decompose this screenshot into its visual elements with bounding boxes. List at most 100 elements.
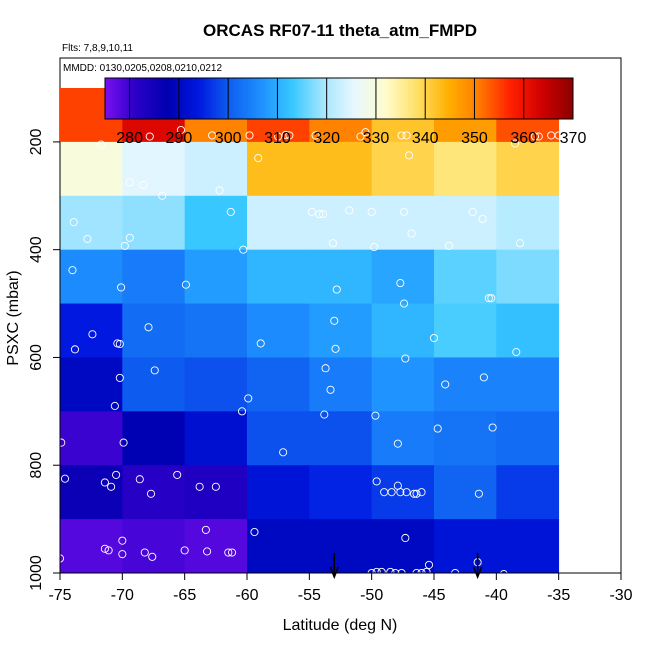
heatmap-cell <box>371 411 435 466</box>
heatmap-cell <box>184 249 248 304</box>
observation-point <box>281 130 290 139</box>
x-axis: -75 -70 -65 -60 -55 -50 -45 -40 -35 -30 <box>48 572 633 604</box>
colorbar-swatch <box>122 78 126 119</box>
observation-point <box>402 131 411 140</box>
colorbar-tick-label: 280 <box>116 130 143 147</box>
colorbar-swatch <box>558 78 562 119</box>
observation-point <box>239 245 248 254</box>
colorbar-swatch <box>203 78 207 119</box>
colorbar-swatch <box>112 78 116 119</box>
observation-point <box>107 482 116 491</box>
heatmap-cell <box>434 249 497 304</box>
colorbar-swatch <box>528 78 532 119</box>
heatmap-cell <box>496 465 560 520</box>
colorbar-tick-label: 310 <box>264 130 291 147</box>
observation-point <box>60 474 70 483</box>
colorbar-swatch <box>119 78 123 119</box>
observation-point <box>433 424 442 433</box>
x-tick-label: -60 <box>235 587 258 604</box>
observation-point <box>510 139 520 148</box>
colorbar-swatch <box>538 78 542 119</box>
observation-point <box>377 567 386 576</box>
colorbar-swatch <box>555 78 559 119</box>
colorbar-swatch <box>316 78 320 119</box>
colorbar-swatch <box>375 78 379 119</box>
colorbar-swatch <box>351 78 355 119</box>
colorbar-swatch <box>462 78 466 119</box>
surface-arrow <box>472 553 483 580</box>
observation-point <box>330 316 339 325</box>
colorbar-swatch <box>390 78 394 119</box>
colorbar-swatch <box>270 78 273 119</box>
colorbar-swatch <box>378 78 382 119</box>
colorbar-swatch <box>289 78 293 119</box>
colorbar-swatch <box>452 78 456 119</box>
observation-point <box>393 439 402 448</box>
colorbar-swatch <box>398 78 402 119</box>
colorbar-swatch <box>508 78 512 119</box>
observation-point <box>371 411 380 420</box>
colorbar-swatch <box>105 78 108 119</box>
colorbar-swatch <box>336 78 340 119</box>
observation-point <box>397 131 406 140</box>
colorbar-swatch <box>568 78 572 119</box>
heatmap-cell <box>184 195 248 251</box>
colorbar-swatch <box>201 78 205 119</box>
observation-point <box>173 470 182 479</box>
colorbar-tick-label: 290 <box>166 130 193 147</box>
colorbar-swatch <box>479 78 483 119</box>
colorbar-swatch <box>265 78 269 119</box>
colorbar-swatch <box>247 78 251 119</box>
colorbar <box>104 77 574 120</box>
colorbar-swatch <box>245 78 249 119</box>
observation-point <box>135 475 144 484</box>
observation-point <box>118 536 127 545</box>
heatmap-cell <box>309 141 373 197</box>
colorbar-swatch <box>543 78 547 119</box>
colorbar-swatch <box>511 78 515 119</box>
observation-point <box>180 546 189 555</box>
colorbar-swatch <box>238 78 241 119</box>
observation-point <box>405 151 414 160</box>
colorbar-swatch <box>186 78 190 119</box>
heatmap-cell <box>122 465 186 520</box>
observation-point <box>410 489 419 498</box>
observation-point <box>396 488 405 497</box>
observation-point <box>144 323 153 332</box>
colorbar-swatch <box>198 78 202 119</box>
observation-point <box>125 178 134 187</box>
colorbar-swatch <box>388 78 392 119</box>
observation-point <box>158 191 167 200</box>
colorbar-swatch <box>117 78 121 119</box>
colorbar-swatch <box>523 78 527 119</box>
colorbar-swatch <box>107 78 111 119</box>
colorbar-swatch <box>169 78 173 119</box>
heatmap-cell <box>184 465 248 520</box>
colorbar-swatch <box>484 78 488 119</box>
heatmap-cell <box>247 357 310 412</box>
colorbar-swatch <box>233 78 237 119</box>
x-tick-label: -35 <box>547 587 570 604</box>
heatmap-cell <box>247 249 310 304</box>
heatmap-cell <box>434 141 497 197</box>
heatmap-cell <box>122 195 186 251</box>
colorbar-swatch <box>383 78 387 119</box>
observation-point <box>401 533 410 543</box>
colorbar-swatch <box>339 78 342 119</box>
observation-point <box>424 560 434 569</box>
colorbar-tick-label: 330 <box>363 130 390 147</box>
colorbar-swatch <box>373 78 377 119</box>
colorbar-swatch <box>324 78 328 119</box>
heatmap-cell <box>60 411 123 466</box>
observation-point <box>237 407 247 416</box>
colorbar-swatch <box>319 78 323 119</box>
observation-point <box>534 132 543 141</box>
observation-point <box>311 131 320 140</box>
observation-point <box>400 299 409 308</box>
colorbar-swatch <box>306 78 310 119</box>
y-tick-label: 600 <box>28 344 45 371</box>
colorbar-swatch <box>161 78 165 119</box>
observation-point <box>145 132 154 141</box>
heatmap-cell <box>371 519 435 574</box>
